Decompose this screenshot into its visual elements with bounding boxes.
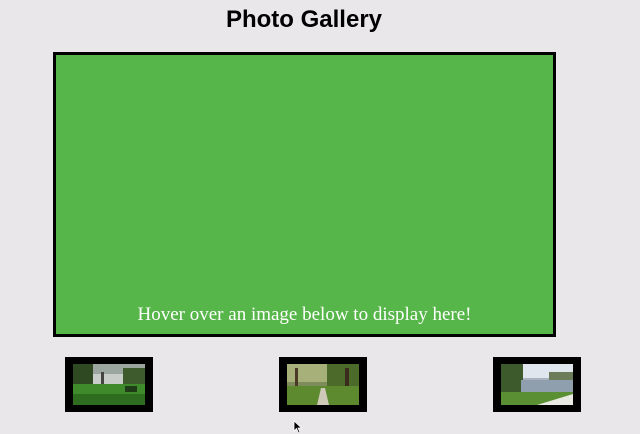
park-photo-thumbnail [73,364,145,405]
display-caption: Hover over an image below to display her… [137,304,472,325]
trail-photo-thumbnail [287,364,359,405]
image-display-area: Hover over an image below to display her… [53,52,556,337]
thumbnail-2[interactable] [279,357,367,412]
thumbnail-3[interactable] [493,357,581,412]
lake-photo-thumbnail [501,364,573,405]
page-title: Photo Gallery [225,6,383,33]
thumbnail-1[interactable] [65,357,153,412]
mouse-pointer-icon [293,420,303,434]
